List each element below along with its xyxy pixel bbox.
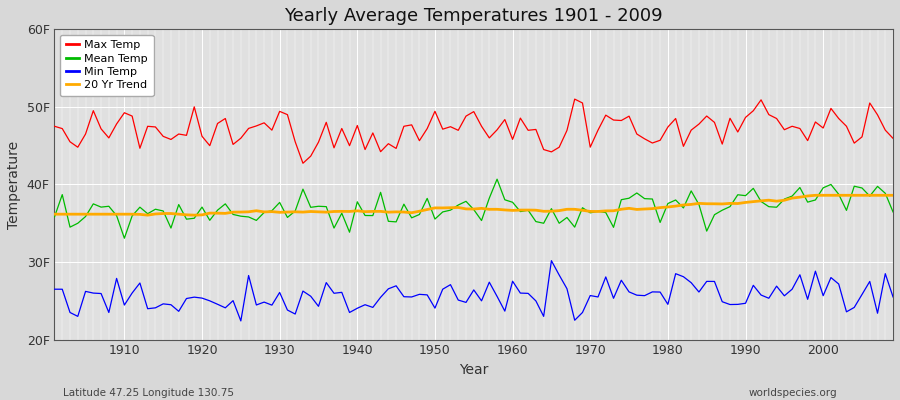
Y-axis label: Temperature: Temperature (7, 140, 21, 228)
Text: Latitude 47.25 Longitude 130.75: Latitude 47.25 Longitude 130.75 (63, 388, 234, 398)
X-axis label: Year: Year (459, 363, 489, 377)
Text: worldspecies.org: worldspecies.org (749, 388, 837, 398)
Legend: Max Temp, Mean Temp, Min Temp, 20 Yr Trend: Max Temp, Mean Temp, Min Temp, 20 Yr Tre… (60, 35, 154, 96)
Title: Yearly Average Temperatures 1901 - 2009: Yearly Average Temperatures 1901 - 2009 (284, 7, 663, 25)
